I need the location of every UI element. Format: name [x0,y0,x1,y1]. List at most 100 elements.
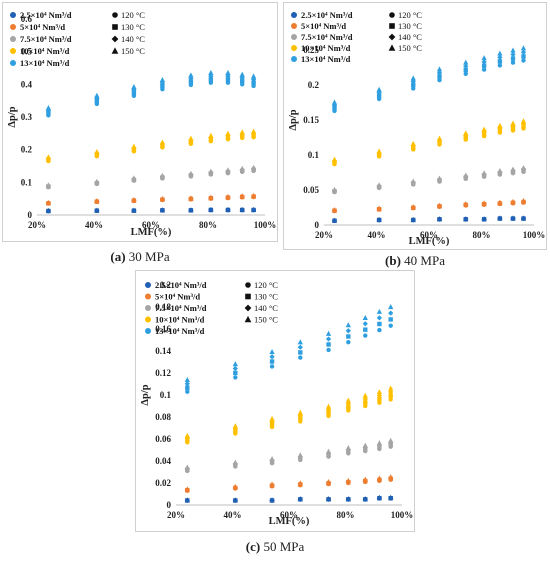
data-point [184,432,190,438]
legend-label: 13×10⁴ Nm³/d [301,54,351,64]
legend-temp-marker [112,24,118,30]
data-point [269,455,275,462]
data-point [326,410,331,415]
data-point [376,475,383,481]
data-point [239,71,245,77]
y-tick-label: 0 [28,210,33,220]
y-tick-label: 0.2 [308,80,320,90]
data-point [225,206,231,212]
data-point [240,78,245,84]
legend-label: 5×10⁴ Nm³/d [20,22,65,32]
data-point [45,154,52,160]
legend-marker [10,60,16,66]
data-point [481,67,487,72]
data-point [520,198,527,204]
data-point [184,497,190,503]
data-point [520,120,527,127]
data-point [388,393,393,398]
data-point [520,45,527,51]
data-point [94,98,100,104]
data-point [436,66,443,72]
data-point [250,128,257,134]
y-tick-label: 0.05 [303,185,319,195]
y-tick-label: 0.4 [21,79,33,89]
data-point [188,72,194,78]
data-point [159,195,166,202]
chart-panel-c: 0 0.02 0.04 0.06 0.08 0.1 0.12 0.14 0.16 0.18 0.2 2… [135,270,415,532]
data-point [376,389,383,395]
x-tick-label: 80% [337,510,355,520]
data-point [232,361,238,367]
data-point [376,216,382,222]
y-tick-label: 0.14 [155,346,171,356]
data-point [410,216,416,222]
legend-label: 10×10⁴ Nm³/d [301,43,351,53]
data-point [297,480,303,486]
data-point [345,445,351,451]
data-point [510,198,516,204]
data-point [208,69,214,75]
legend-marker [291,45,297,51]
data-point [208,80,214,85]
data-point [388,437,394,443]
data-point [251,80,256,85]
data-point [188,207,194,213]
y-axis-label: Δp/p [140,384,151,405]
data-point [297,496,303,502]
chart-c-svg: 00.020.040.060.080.10.120.140.160.180.22… [140,280,413,527]
legend-label: 7.5×10⁴ Nm³/d [301,32,353,42]
legend-marker [10,36,16,42]
y-tick-label: 0.25 [303,45,319,55]
data-point [325,496,332,502]
data-point [208,194,214,200]
data-point [463,172,469,178]
data-point [94,148,100,154]
y-tick-label: 0 [315,220,320,230]
data-point [94,178,100,184]
data-point [346,340,351,345]
legend-label: 13×10⁴ Nm³/d [155,326,205,336]
data-point [463,201,469,207]
y-tick-label: 0.1 [308,150,320,160]
data-point [160,83,165,89]
data-point [510,51,516,58]
data-point [463,63,469,69]
data-point [232,423,238,429]
data-point [362,496,368,502]
data-point [326,347,331,353]
y-tick-label: 0.02 [155,478,171,488]
data-point [345,477,351,483]
legend-temp-marker [244,315,252,323]
data-point [410,75,416,81]
x-tick-label: 100% [254,220,277,230]
data-point [298,350,303,355]
data-point [331,156,338,162]
x-tick-label: 20% [28,220,46,230]
legend-temp-label: 120 °C [254,280,278,290]
x-tick-label: 80% [199,220,217,230]
data-point [436,70,443,76]
data-point [481,59,487,65]
data-point [345,496,351,502]
legend-temp-marker [388,33,396,41]
data-point [388,474,394,480]
data-point [376,86,382,92]
data-point [481,129,487,135]
data-point [131,83,137,90]
caption-c-label: (c) [245,539,261,554]
legend-temp-label: 150 °C [121,46,145,56]
data-point [497,50,503,56]
data-point [331,99,338,105]
data-point [388,317,393,322]
caption-c-text: 50 MPa [260,539,305,554]
data-point [184,464,190,470]
y-tick-label: 0.2 [21,145,33,155]
legend-marker [291,34,297,40]
data-point [497,59,503,64]
legend-temp-marker [389,12,395,18]
data-point [185,389,190,394]
legend-temp-marker [111,35,119,43]
data-point [269,359,275,364]
data-point [481,126,487,132]
legend-temp-marker [112,12,118,18]
